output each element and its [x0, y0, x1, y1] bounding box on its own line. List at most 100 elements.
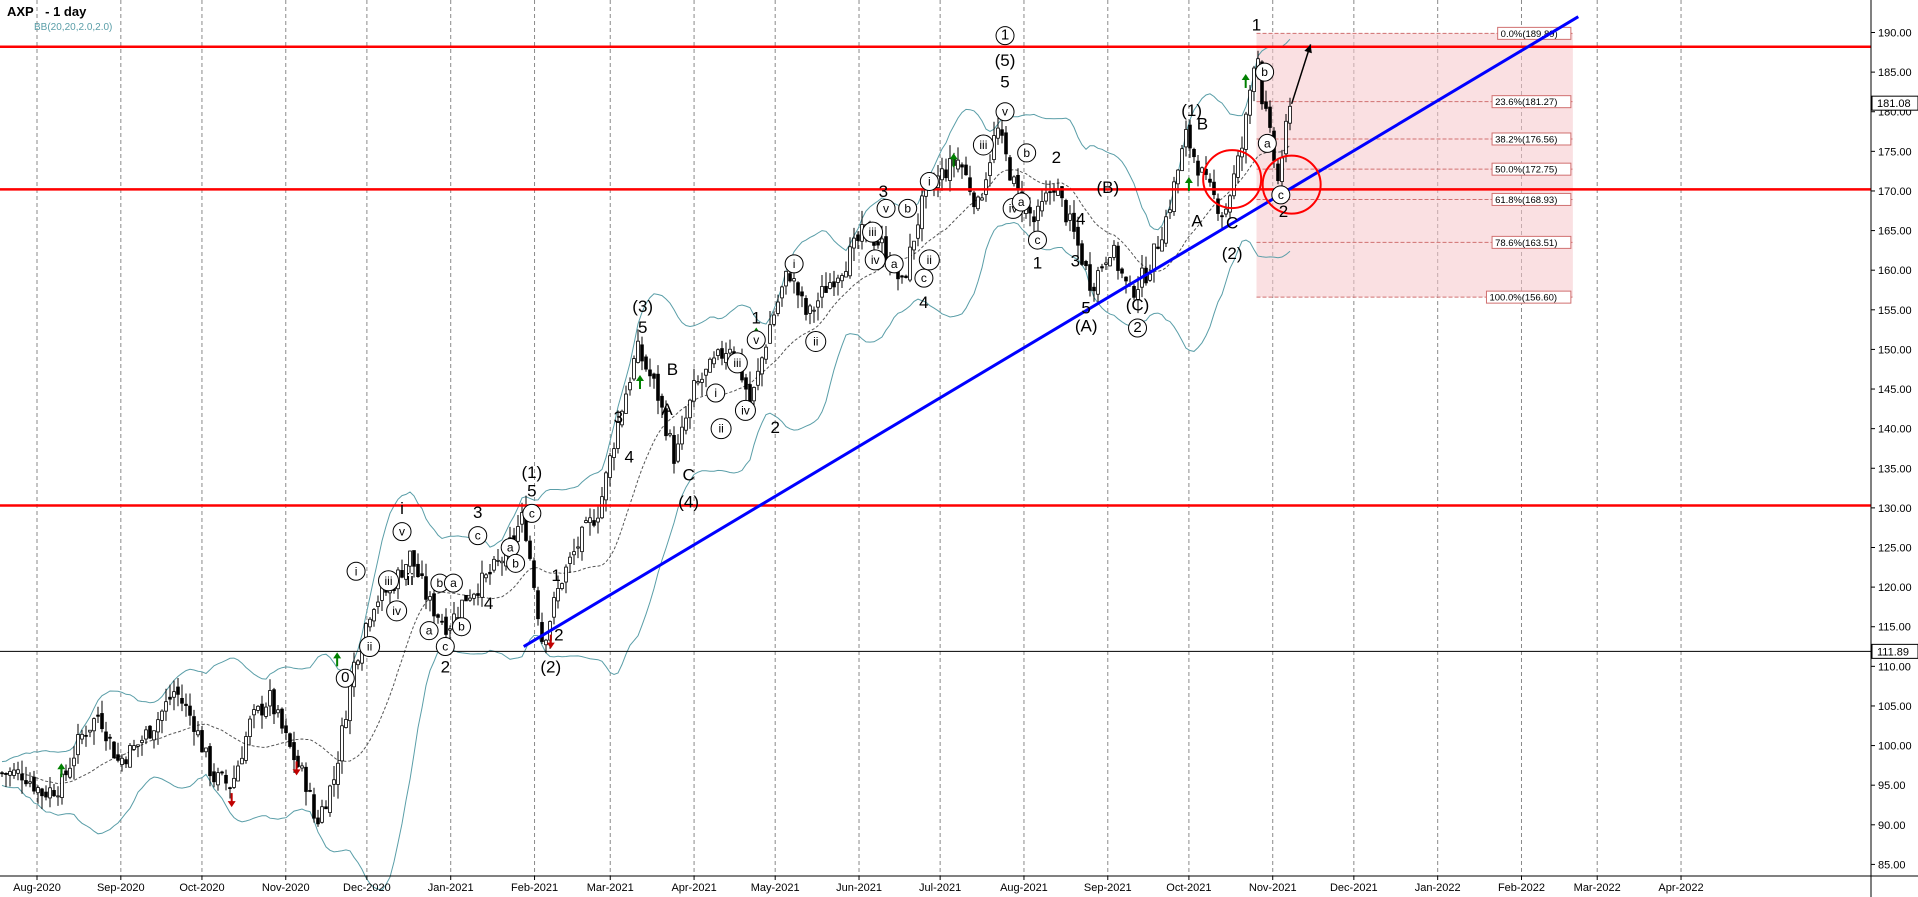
candle-body: [1220, 215, 1224, 218]
candle-body: [580, 526, 584, 553]
wave-label: 5: [1000, 73, 1009, 92]
candle-body: [1000, 129, 1004, 136]
candle-body: [1048, 191, 1052, 194]
candle-body: [32, 776, 36, 792]
candle-body: [292, 742, 296, 761]
candle-body: [536, 590, 540, 620]
wave-label: i: [714, 386, 717, 400]
candle-body: [1176, 169, 1180, 185]
wave-label: 3: [614, 408, 623, 427]
candle-body: [800, 291, 804, 297]
candle-body: [12, 769, 16, 776]
x-tick-label: Mar-2022: [1574, 882, 1621, 894]
wave-label: 3: [473, 503, 482, 522]
candle-body: [64, 770, 68, 776]
candle-body: [756, 370, 760, 386]
x-tick-label: Nov-2020: [262, 882, 310, 894]
y-tick-label: 190.00: [1878, 28, 1912, 40]
x-tick-label: Feb-2022: [1498, 882, 1545, 894]
candle-body: [428, 596, 432, 601]
wave-label: A: [1191, 211, 1203, 230]
candle-body: [232, 777, 236, 788]
candle-body: [1036, 205, 1040, 221]
time-axis: Aug-2020 Sep-2020 Oct-2020 Nov-2020 Dec-2020…: [0, 875, 1918, 894]
fib-level-box: [1491, 132, 1572, 146]
wave-label-circle: [876, 198, 896, 218]
candle-body: [288, 733, 292, 747]
x-tick-label: Dec-2021: [1330, 882, 1378, 894]
candle-body: [696, 381, 700, 384]
candle-body: [1008, 157, 1012, 181]
candle-body: [1216, 198, 1220, 214]
candle-body: [628, 382, 632, 391]
candle-body: [1188, 124, 1192, 149]
candle-body: [848, 246, 852, 277]
candle-body: [824, 285, 828, 293]
wave-label: 2: [441, 657, 450, 676]
wave-label-circle: [706, 383, 726, 403]
candle-body: [856, 234, 860, 241]
candle-body: [208, 746, 212, 777]
candle-body: [592, 520, 596, 526]
candle-body: [672, 435, 676, 464]
candle-body: [1084, 261, 1088, 267]
wave-label-circle: [734, 399, 756, 421]
candle-body: [100, 713, 104, 730]
candle-body: [308, 790, 312, 792]
x-tick-label: Jun-2021: [836, 882, 882, 894]
candle-body: [528, 540, 532, 559]
candle-body: [1168, 209, 1172, 214]
candle-body: [1100, 266, 1104, 269]
candle-body: [908, 246, 912, 281]
candle-body: [668, 433, 672, 436]
wave-label-circle: [995, 102, 1015, 122]
candle-body: [48, 787, 52, 799]
wave-label: c: [1034, 233, 1040, 247]
candle-body: [240, 757, 244, 765]
candle-body: [1004, 132, 1008, 155]
candle-body: [948, 158, 952, 181]
wave-label: b: [904, 201, 911, 215]
x-tick-label: Nov-2021: [1249, 882, 1297, 894]
candle-body: [692, 380, 696, 402]
candle-body: [88, 729, 92, 733]
wave-label: B: [1197, 115, 1208, 134]
candle-body: [1152, 243, 1156, 272]
candle-body: [188, 705, 192, 716]
candle-body: [1160, 239, 1164, 252]
wave-label: 4: [1076, 210, 1085, 229]
wave-label-circle: [746, 330, 766, 350]
candle-body: [572, 551, 576, 556]
fib-level-label: 38.2%(176.56): [1495, 134, 1557, 145]
x-tick-label: Apr-2021: [671, 882, 716, 894]
candle-body: [376, 601, 380, 607]
wave-label: 2: [1133, 319, 1141, 336]
candle-body: [776, 301, 780, 314]
wave-label-circle: [1027, 230, 1047, 250]
candle-body: [480, 572, 484, 598]
wave-label: v: [883, 201, 889, 215]
wave-label: ii: [406, 570, 414, 589]
bollinger-lower: [1, 221, 1291, 891]
y-tick-label: 95.00: [1878, 780, 1906, 792]
candle-body: [940, 168, 944, 181]
wave-label: a: [507, 540, 514, 554]
candle-body: [60, 773, 64, 798]
wave-label: iii: [733, 356, 741, 370]
candle-body: [1132, 286, 1136, 298]
interval-label: - 1 day: [45, 4, 87, 19]
wave-label: (1): [521, 463, 542, 482]
candle-body: [1116, 245, 1120, 271]
candle-body: [20, 773, 24, 781]
candle-body: [680, 426, 684, 445]
candle-body: [828, 282, 832, 289]
candle-body: [612, 448, 616, 458]
wave-label-circle: [919, 171, 939, 191]
candle-body: [104, 731, 108, 742]
x-tick-label: Mar-2021: [587, 882, 634, 894]
candle-body: [164, 701, 168, 712]
candle-body: [960, 164, 964, 168]
candle-body: [600, 496, 604, 519]
candle-body: [472, 593, 476, 599]
candle-body: [156, 719, 160, 733]
